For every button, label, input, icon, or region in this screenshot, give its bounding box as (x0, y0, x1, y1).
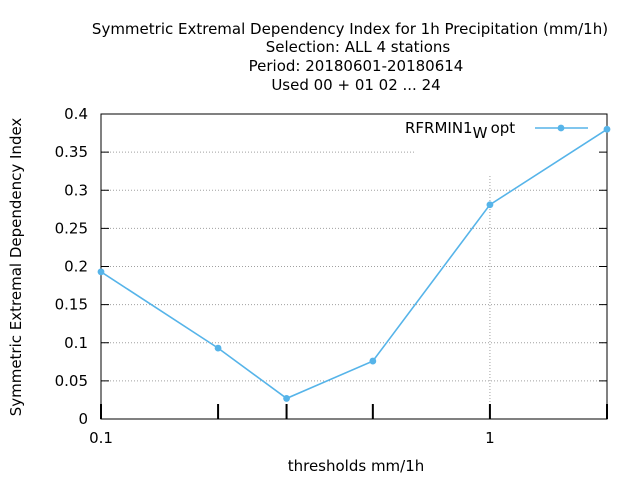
y-tick-label: 0.3 (64, 181, 88, 199)
x-tick-label: 0.1 (89, 429, 113, 447)
legend-marker (557, 124, 565, 132)
data-point (369, 357, 377, 365)
y-tick-label: 0.35 (55, 143, 88, 161)
series-line (100, 128, 608, 400)
y-axis-label: Symmetric Extremal Dependency Index (7, 118, 25, 417)
y-tick-label: 0 (78, 410, 88, 428)
data-point (97, 268, 105, 276)
legend: RFRMIN1W opt (405, 119, 588, 142)
x-tick-label: 1 (485, 429, 495, 447)
y-tick-label: 0.15 (55, 296, 88, 314)
x-axis-label: thresholds mm/1h (288, 457, 425, 475)
chart-title: Symmetric Extremal Dependency Index for … (92, 20, 608, 94)
y-tick-label: 0.4 (64, 105, 88, 123)
data-point (214, 344, 222, 352)
title-line-4: Used 00 + 01 02 ... 24 (271, 76, 440, 94)
y-tick-label: 0.1 (64, 334, 88, 352)
y-tick-label: 0.05 (55, 372, 88, 390)
title-line-2: Selection: ALL 4 stations (266, 38, 451, 56)
legend-subscript: W (473, 124, 488, 142)
legend-name: RFRMIN1 (405, 119, 473, 137)
title-line-1: Symmetric Extremal Dependency Index for … (92, 20, 608, 38)
title-line-3: Period: 20180601-20180614 (249, 57, 464, 75)
legend-suffix: opt (491, 119, 516, 137)
axis-ticks: 0 0.05 0.1 0.15 0.2 0.25 0.3 0.35 0.4 0.1 1 (55, 105, 608, 447)
data-point (283, 395, 290, 402)
y-tick-label: 0.2 (64, 258, 88, 276)
legend-label: RFRMIN1W opt (405, 119, 515, 142)
grid-lines (101, 151, 607, 419)
data-point (603, 125, 611, 133)
series-layer (97, 125, 611, 402)
y-tick-label: 0.25 (55, 219, 88, 237)
data-point (486, 201, 494, 209)
